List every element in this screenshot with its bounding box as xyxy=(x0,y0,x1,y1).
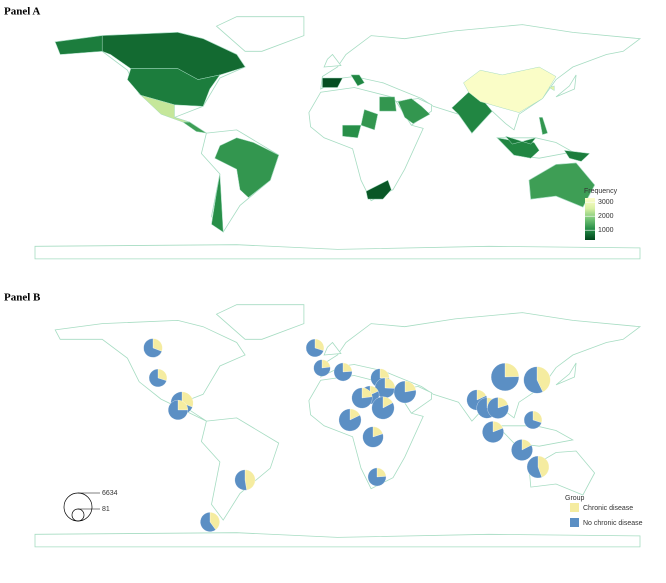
land xyxy=(323,53,342,68)
land xyxy=(215,304,305,340)
country xyxy=(463,66,557,113)
land xyxy=(34,532,641,548)
pie-slice xyxy=(482,421,504,443)
country xyxy=(127,68,221,107)
pie-slice xyxy=(167,399,189,421)
map-b xyxy=(34,304,642,548)
size-label: 81 xyxy=(102,506,110,513)
pie-slice xyxy=(338,408,362,432)
size-label: 6634 xyxy=(102,490,118,497)
country xyxy=(322,77,343,88)
country xyxy=(504,135,537,145)
legend-label: Chronic disease xyxy=(583,505,633,512)
pie-slice xyxy=(526,455,542,479)
land xyxy=(215,16,305,52)
country xyxy=(365,179,392,200)
colorbar-label: 1000 xyxy=(598,227,614,234)
legend-title: Group xyxy=(565,495,585,502)
map-a xyxy=(34,16,642,260)
pie-slice xyxy=(200,512,216,532)
land xyxy=(555,74,577,98)
country xyxy=(528,162,595,208)
pie-slice xyxy=(209,512,220,531)
country xyxy=(54,35,103,55)
country xyxy=(182,121,207,134)
country xyxy=(538,117,548,135)
pie-slice xyxy=(384,377,396,389)
country xyxy=(379,96,397,112)
size-circle xyxy=(63,492,93,522)
land xyxy=(555,362,577,386)
country xyxy=(548,85,555,92)
legend-title: Frequency xyxy=(584,188,618,195)
pie-slice xyxy=(148,368,167,388)
land xyxy=(34,244,641,260)
pie-slice xyxy=(351,387,373,409)
pie-slice xyxy=(362,426,384,448)
pie-slice xyxy=(143,338,163,358)
pie-slice xyxy=(511,439,533,461)
pie-slice xyxy=(523,366,543,394)
pie-slice xyxy=(333,362,353,382)
pie-slice xyxy=(234,469,247,491)
pie-slice xyxy=(313,359,331,377)
pie-slice xyxy=(536,366,551,393)
country xyxy=(350,74,365,87)
country xyxy=(211,173,224,233)
land xyxy=(308,87,424,202)
colorbar-label: 3000 xyxy=(598,199,614,206)
country xyxy=(101,32,246,80)
legend-label: No chronic disease xyxy=(583,520,643,527)
pie-slice xyxy=(305,338,324,358)
country xyxy=(342,124,362,139)
legend-key xyxy=(570,518,579,527)
pie-slice xyxy=(367,467,387,487)
pie-slice xyxy=(523,410,542,430)
pie-slice xyxy=(244,469,256,491)
land xyxy=(200,417,280,521)
country xyxy=(397,98,431,124)
land xyxy=(54,319,246,422)
colorbar xyxy=(585,198,595,240)
country xyxy=(360,109,379,131)
country xyxy=(214,137,280,198)
pie-slice xyxy=(393,380,417,404)
land xyxy=(323,341,342,356)
pie-slice xyxy=(487,397,509,419)
pie-slice xyxy=(371,396,395,420)
pie-slice xyxy=(537,455,550,478)
panel-label: Panel B xyxy=(4,292,41,304)
size-circle xyxy=(71,508,85,522)
colorbar-label: 2000 xyxy=(598,213,614,220)
legend-key xyxy=(570,503,579,512)
panel-label: Panel A xyxy=(4,6,40,18)
pie-slice xyxy=(490,362,520,392)
country xyxy=(563,150,591,162)
